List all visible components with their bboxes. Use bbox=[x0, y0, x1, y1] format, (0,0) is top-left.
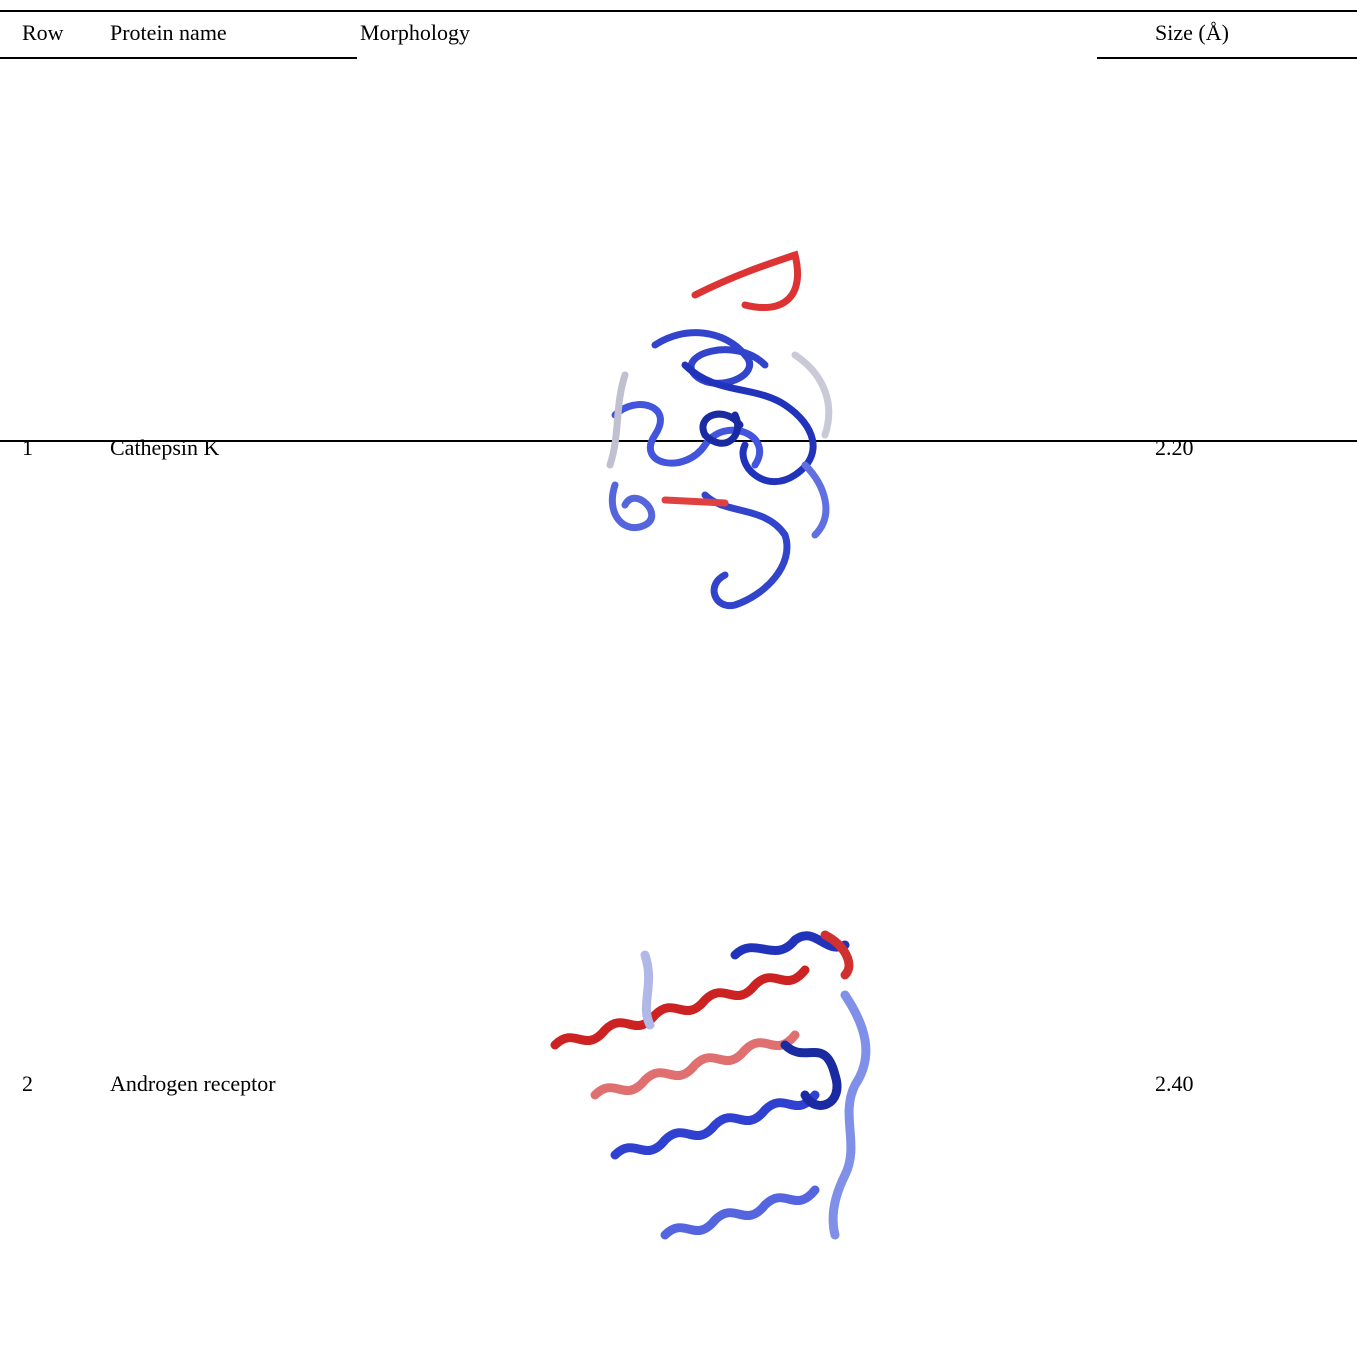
size-value: 2.20 bbox=[1155, 435, 1194, 460]
protein-structure-image bbox=[606, 250, 833, 610]
protein-name: Cathepsin K bbox=[110, 435, 220, 460]
header-cell: Protein name bbox=[110, 20, 227, 45]
size-value: 2.40 bbox=[1155, 1071, 1194, 1096]
protein-structure-image bbox=[550, 930, 871, 1240]
row-number: 1 bbox=[22, 435, 33, 460]
row-rule bbox=[0, 440, 1357, 442]
header-cell: Size (Å) bbox=[1155, 20, 1229, 45]
header-cell: Morphology bbox=[360, 20, 470, 45]
row-number: 2 bbox=[22, 1071, 33, 1096]
header-rule bbox=[1097, 57, 1357, 59]
top-rule bbox=[0, 10, 1357, 12]
protein-name: Androgen receptor bbox=[110, 1071, 276, 1096]
header-cell: Row bbox=[22, 20, 64, 45]
header-rule bbox=[0, 57, 357, 59]
